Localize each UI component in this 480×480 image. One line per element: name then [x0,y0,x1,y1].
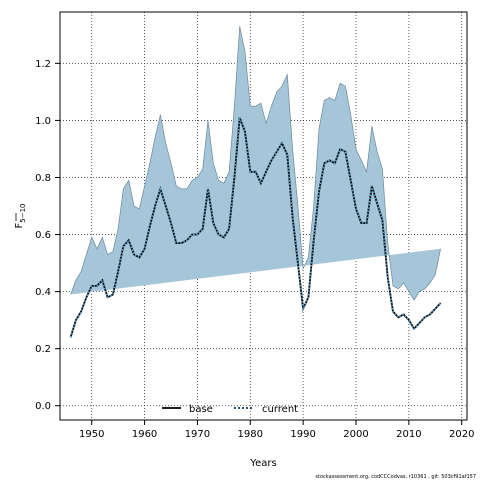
y-tick-label: 0.8 [35,173,51,184]
y-tick-label: 0.0 [35,401,51,412]
y-tick-label: 0.4 [35,287,51,298]
footer-credit: stockassessment.org, codCCCodvas, r10361… [315,474,476,480]
y-tick-label: 1.0 [35,116,51,127]
x-tick-label: 1960 [132,429,157,440]
x-tick-label: 2000 [343,429,368,440]
y-axis: 0.0 0.2 0.4 0.6 0.8 1.0 1.2 [35,59,60,412]
x-tick-label: 2010 [396,429,421,440]
x-tick-label: 1950 [79,429,104,440]
confidence-band [70,26,441,301]
x-tick-label: 1980 [238,429,263,440]
y-axis-label-sub: 5−10 [19,204,27,223]
legend-label-current: current [262,404,298,415]
y-axis-label-main: F [14,223,25,229]
series-line-current [69,117,442,338]
y-tick-label: 0.2 [35,344,51,355]
x-tick-label: 1990 [290,429,315,440]
y-tick-label: 0.6 [35,230,51,241]
x-axis-label: Years [249,458,276,469]
x-tick-label: 1970 [185,429,210,440]
y-axis-label: F5−10 [14,204,27,229]
x-tick-label: 2020 [449,429,474,440]
legend: base current [162,404,298,415]
x-axis: 1950 1960 1970 1980 1990 2000 2010 2020 [79,420,474,440]
y-tick-label: 1.2 [35,59,51,70]
legend-label-base: base [189,404,213,415]
plot-frame [59,11,468,421]
